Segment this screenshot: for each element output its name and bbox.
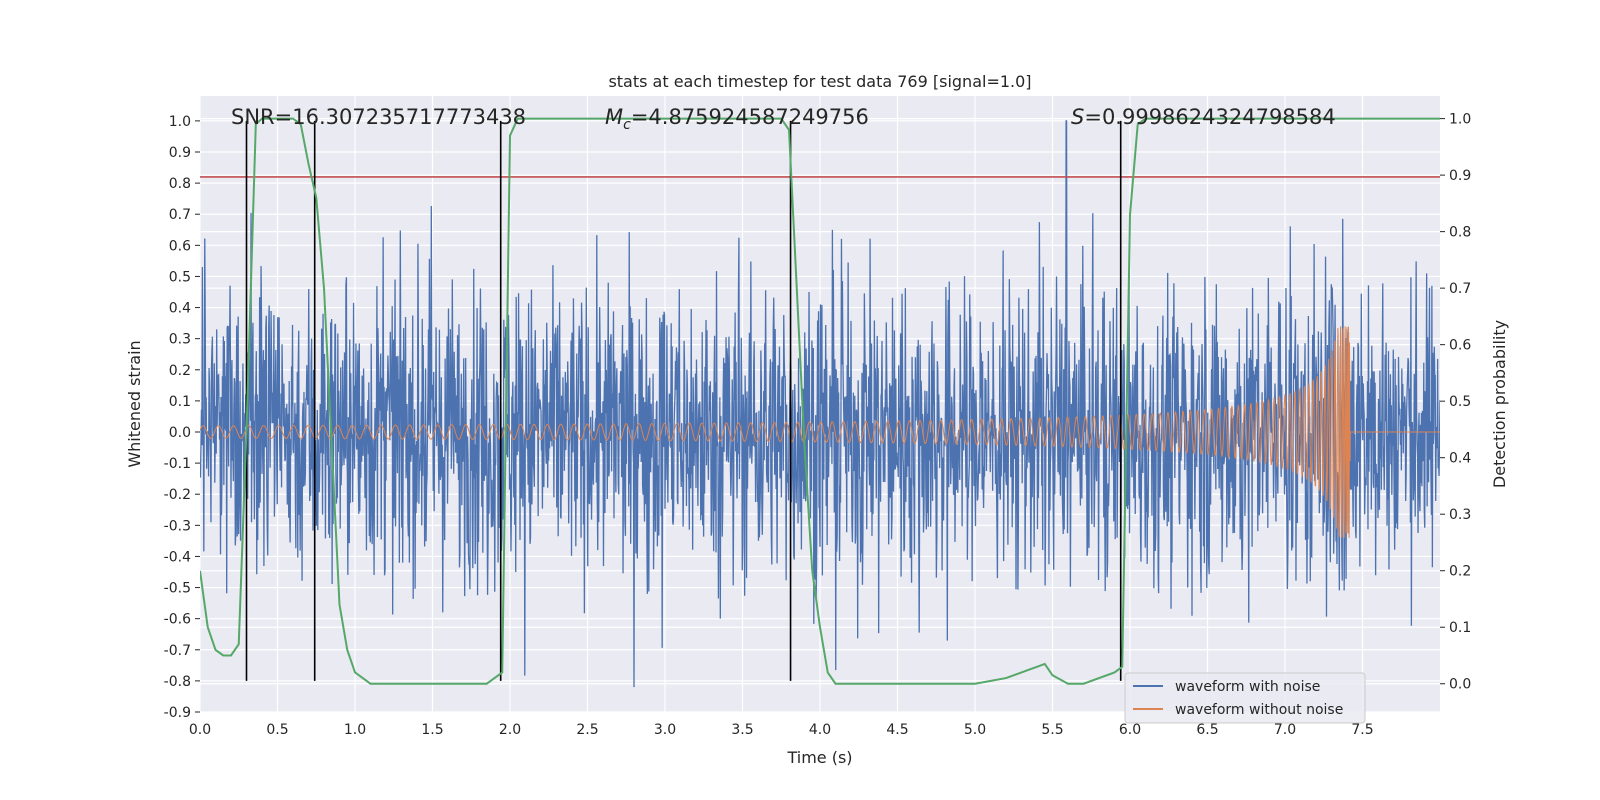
y2-tick-label: 0.5 [1449,394,1471,410]
y-tick-label: 0.3 [169,332,191,348]
x-tick-label: 0.5 [266,722,288,738]
y-tick-label: -0.6 [164,612,191,628]
y-tick-label: 0.2 [169,363,191,379]
y2-ticks: 1.0 0.9 0.8 0.7 0.6 0.5 0.4 0.3 0.2 0.1 0.0 [1440,112,1471,693]
x-tick-label: 7.0 [1274,722,1296,738]
chirp-mass-value: =4.875924587249756 [631,105,869,129]
y-tick-label: 0.5 [169,269,191,285]
s-annotation: S=0.9998624324798584 [1071,105,1336,129]
y2-tick-label: 0.2 [1449,564,1471,580]
x-tick-label: 3.0 [654,722,676,738]
y-ticks: 1.0 0.9 0.8 0.7 0.6 0.5 0.4 0.3 0.2 0.1 0.0 -0.1 -0.… [164,114,200,721]
x-tick-label: 4.5 [886,722,908,738]
x-tick-label: 3.5 [731,722,753,738]
waveform-with-noise-line [200,120,1440,688]
y2-tick-label: 0.7 [1449,281,1471,297]
x-tick-label: 2.5 [576,722,598,738]
y-tick-label: -0.8 [164,674,191,690]
y-tick-label: -0.2 [164,487,191,503]
y-tick-label: -0.9 [164,705,191,721]
y-tick-label: -0.7 [164,643,191,659]
legend: waveform with noise waveform without noi… [1124,672,1366,724]
s-symbol: S [1071,105,1084,129]
chart-title: stats at each timestep for test data 769… [608,72,1031,91]
s-value: =0.9998624324798584 [1084,105,1335,129]
y-tick-label: 0.7 [169,207,191,223]
x-ticks: 0.0 0.5 1.0 1.5 2.0 2.5 3.0 3.5 4.0 4.5 5.0 5.5 6.0 6… [189,722,1374,738]
y-tick-label: 0.1 [169,394,191,410]
legend-box [1124,672,1366,724]
y2-tick-label: 0.9 [1449,168,1471,184]
y-tick-label: 0.0 [169,425,191,441]
y2-tick-label: 0.0 [1449,677,1471,693]
chirp-mass-symbol: M [605,105,623,129]
y2-tick-label: 0.6 [1449,338,1471,354]
y2-tick-label: 0.4 [1449,451,1471,467]
x-tick-label: 5.0 [964,722,986,738]
legend-label-clean: waveform without noise [1175,702,1343,718]
y-tick-label: -0.3 [164,518,191,534]
chirp-mass-annotation: Mc=4.875924587249756 [605,105,869,133]
y-tick-label: 0.8 [169,176,191,192]
x-tick-label: 1.5 [421,722,443,738]
y-tick-label: -0.5 [164,581,191,597]
y2-tick-label: 0.1 [1449,620,1471,636]
y-tick-label: 1.0 [169,114,191,130]
x-tick-label: 5.5 [1041,722,1063,738]
y-tick-label: -0.1 [164,456,191,472]
y2-tick-label: 0.3 [1449,507,1471,523]
x-tick-label: 6.0 [1119,722,1141,738]
y-axis-label: Whitened strain [125,340,144,467]
x-tick-label: 2.0 [499,722,521,738]
x-axis-label: Time (s) [786,748,852,767]
x-tick-label: 4.0 [809,722,831,738]
y-tick-label: -0.4 [164,549,191,565]
waveform-without-noise-line [200,326,1440,538]
y2-tick-label: 0.8 [1449,225,1471,241]
y-tick-label: 0.4 [169,301,191,317]
x-tick-label: 1.0 [344,722,366,738]
y2-axis-label: Detection probability [1490,320,1509,488]
x-tick-label: 7.5 [1351,722,1373,738]
snr-annotation: SNR=16.307235717773438 [231,105,526,129]
y-tick-label: 0.9 [169,145,191,161]
legend-label-noise: waveform with noise [1175,679,1320,695]
x-tick-label: 0.0 [189,722,211,738]
y2-tick-label: 1.0 [1449,112,1471,128]
detection-probability-line [200,117,1440,685]
y-tick-label: 0.6 [169,238,191,254]
x-tick-label: 6.5 [1196,722,1218,738]
chirp-mass-subscript: c [623,117,631,133]
